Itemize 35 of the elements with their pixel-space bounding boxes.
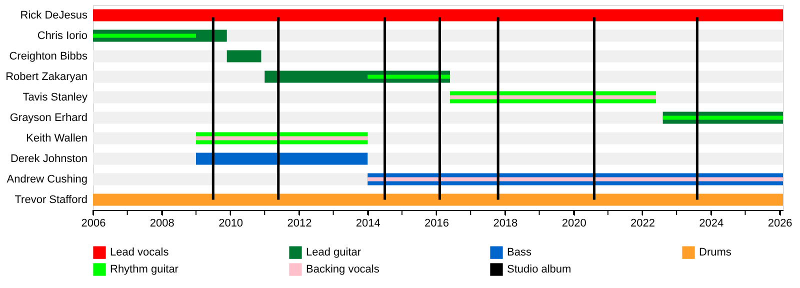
y-tick-label: Trevor Stafford (14, 194, 88, 206)
y-tick-label: Tavis Stanley (22, 91, 88, 104)
bar (450, 95, 656, 100)
legend-label: Lead guitar (306, 246, 362, 259)
x-tick-label: 2016 (424, 218, 450, 230)
x-tick-label: 2006 (81, 218, 106, 230)
x-tick-label: 2012 (287, 218, 312, 230)
x-tick-label: 2020 (562, 218, 586, 230)
legend-label: Lead vocals (110, 246, 170, 259)
y-tick-label: Robert Zakaryan (6, 70, 88, 83)
x-tick-label: 2018 (493, 218, 518, 230)
y-tick-label: Grayson Erhard (10, 112, 88, 124)
legend-label: Rhythm guitar (110, 264, 179, 276)
y-tick-label: Derek Johnston (10, 152, 88, 165)
x-tick-label: 2026 (768, 218, 792, 230)
y-tick-label: Rick DeJesus (20, 9, 88, 22)
bar (368, 74, 450, 79)
bar (196, 136, 368, 140)
bar (662, 116, 783, 120)
y-tick-label: Creighton Bibbs (9, 50, 88, 62)
legend-label: Drums (699, 246, 732, 259)
bar (196, 152, 368, 165)
x-tick-label: 2010 (218, 218, 244, 230)
bar (226, 50, 262, 62)
y-tick-label: Keith Wallen (26, 132, 88, 144)
y-tick-label: Andrew Cushing (6, 173, 88, 186)
x-tick-label: 2022 (630, 218, 655, 230)
x-tick-label: 2008 (150, 218, 174, 230)
legend-label: Studio album (507, 264, 572, 276)
bar (93, 34, 196, 38)
legend-label: Bass (507, 246, 532, 259)
x-tick-label: 2014 (356, 218, 380, 230)
x-tick-label: 2024 (699, 218, 724, 230)
y-tick-label: Chris Iorio (37, 30, 88, 42)
legend-label: Backing vocals (306, 264, 380, 276)
